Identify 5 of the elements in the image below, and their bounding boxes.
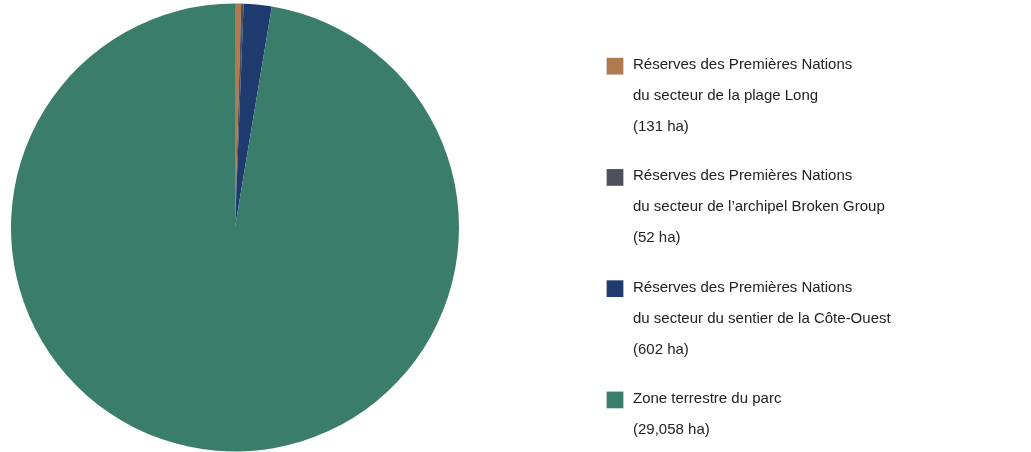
legend-label: Zone terrestre du parc (29,058 ha) (633, 388, 782, 437)
legend-label: Réserves des Premières Nations du secteur de l’archipel Broken Group (52 ha) (633, 166, 885, 246)
legend-label: Réserves des Premières Nations du secteur de la plage Long (131 ha) (633, 55, 853, 135)
pie-slice (11, 3, 459, 452)
legend-label: Réserves des Premières Nations du secteur du sentier de la Côte-Ouest (602 ha) (633, 277, 892, 357)
